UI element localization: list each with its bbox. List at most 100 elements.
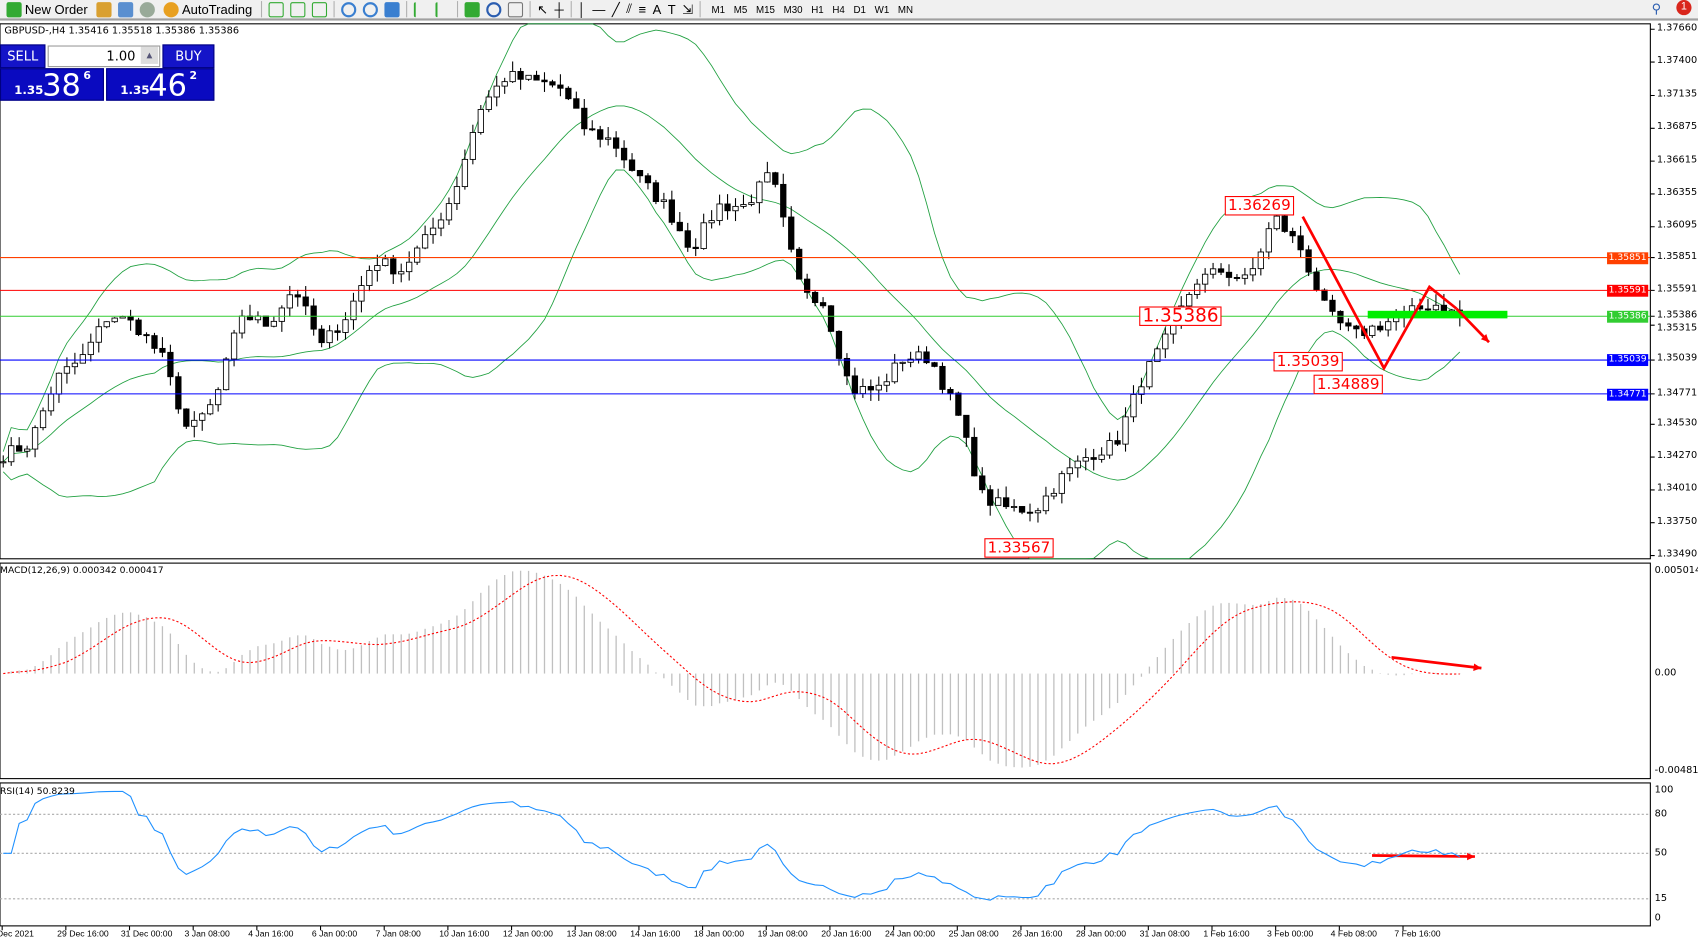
- candle-body: [55, 372, 63, 395]
- price-annotation[interactable]: 1.35039: [1273, 351, 1343, 372]
- line-chart-icon[interactable]: [311, 1, 327, 17]
- candle-body: [215, 389, 222, 406]
- new-order-icon: [6, 1, 22, 17]
- candle-body: [620, 147, 628, 161]
- candle-body: [1154, 348, 1161, 363]
- timeframe-d1[interactable]: D1: [853, 3, 866, 15]
- candle-body: [1050, 492, 1058, 497]
- autotrading-button[interactable]: AutoTrading: [161, 0, 254, 18]
- candle-body: [740, 204, 747, 207]
- volume-up-button[interactable]: ▲: [140, 46, 159, 64]
- candle-body: [1241, 274, 1249, 279]
- tile-windows-icon[interactable]: [384, 1, 400, 17]
- candle-body: [406, 261, 413, 273]
- candle-body: [899, 361, 906, 364]
- candle-body: [183, 408, 190, 427]
- toolbar: New Order AutoTrading ↖ ┼ │ — ╱ ⫽ ≡ A T …: [0, 0, 1698, 21]
- candle-body: [525, 74, 532, 80]
- price-annotation[interactable]: 1.35386: [1139, 306, 1222, 326]
- timeframe-m5[interactable]: M5: [733, 3, 748, 15]
- indicators-icon[interactable]: [464, 1, 480, 17]
- signals-icon[interactable]: [139, 1, 155, 17]
- candle-body: [1305, 249, 1312, 273]
- candle-body: [374, 265, 381, 271]
- candle-body: [1424, 308, 1432, 311]
- candle-body: [453, 186, 461, 205]
- price-annotation[interactable]: 1.33567: [984, 538, 1054, 558]
- buy-button[interactable]: BUY: [162, 44, 215, 69]
- candle-body: [1265, 228, 1272, 253]
- templates-icon[interactable]: [507, 1, 523, 17]
- macd-pane-border: [0, 562, 1651, 780]
- data-window-icon[interactable]: [118, 1, 134, 17]
- candle-body: [700, 222, 707, 250]
- separator: [456, 1, 459, 18]
- arrows-icon[interactable]: ⇲: [682, 1, 694, 17]
- fibonacci-icon[interactable]: ≡: [638, 1, 647, 17]
- volume-input[interactable]: 1.00: [47, 45, 161, 68]
- equidistant-channel-icon[interactable]: ⫽: [626, 1, 633, 17]
- timeframe-m30[interactable]: M30: [783, 3, 803, 15]
- cursor-icon[interactable]: ↖: [537, 1, 548, 17]
- search-icon[interactable]: ⚲: [1651, 1, 1662, 17]
- horizontal-line-icon[interactable]: —: [592, 1, 606, 17]
- level-price-tag: 1.35039: [1607, 354, 1649, 367]
- candle-body: [286, 294, 293, 309]
- candle-body: [788, 216, 795, 250]
- sell-price[interactable]: 1.35 38 6: [0, 67, 104, 103]
- timeframe-mn[interactable]: MN: [897, 3, 914, 15]
- vertical-line-icon[interactable]: │: [577, 1, 586, 17]
- candle-body: [302, 296, 309, 307]
- buy-price[interactable]: 1.35 46 2: [106, 67, 215, 103]
- bar-chart-icon[interactable]: [268, 1, 284, 17]
- price-tick-label: 1.33750: [1656, 516, 1698, 528]
- notification-badge[interactable]: 1: [1676, 0, 1692, 16]
- candle-body: [1138, 386, 1145, 395]
- candle-body: [851, 375, 859, 394]
- chart-shift-icon[interactable]: [413, 1, 429, 17]
- candle-body: [533, 74, 540, 81]
- zoom-in-icon[interactable]: [341, 1, 357, 17]
- price-annotation[interactable]: 1.34889: [1313, 374, 1383, 395]
- text-icon[interactable]: A: [652, 1, 662, 17]
- candle-body: [772, 172, 779, 185]
- autoscroll-icon[interactable]: [435, 1, 450, 17]
- time-tick-label: 1 Feb 16:00: [1203, 929, 1250, 939]
- timeframe-m1[interactable]: M1: [711, 3, 726, 15]
- candle-body: [605, 137, 612, 140]
- market-watch-icon[interactable]: [96, 1, 112, 17]
- candle-body: [955, 392, 962, 416]
- zoom-out-icon[interactable]: [362, 1, 378, 17]
- candle-body: [326, 330, 333, 344]
- candle-body: [1018, 506, 1026, 513]
- bb-upper: [2, 23, 1461, 452]
- candle-body: [931, 362, 938, 367]
- candle-body: [1058, 473, 1065, 494]
- timeframe-w1[interactable]: W1: [874, 3, 890, 15]
- text-label-icon[interactable]: T: [667, 1, 676, 17]
- candlestick-icon[interactable]: [290, 1, 306, 17]
- separator: [570, 1, 572, 18]
- periods-icon[interactable]: [486, 1, 502, 17]
- crosshair-icon[interactable]: ┼: [554, 1, 564, 17]
- candle-body: [804, 278, 811, 293]
- timeframe-h4[interactable]: H4: [832, 3, 845, 15]
- sell-button[interactable]: SELL: [0, 44, 46, 69]
- timeframe-m15[interactable]: M15: [755, 3, 775, 15]
- candle-body: [509, 71, 516, 83]
- price-tick-label: 1.35851: [1656, 251, 1698, 262]
- timeframe-h1[interactable]: H1: [811, 3, 824, 15]
- main-pane-border: [0, 23, 1651, 560]
- candle-body: [127, 316, 134, 321]
- trendline-icon[interactable]: ╱: [611, 1, 620, 17]
- candle-body: [1217, 268, 1225, 273]
- price-annotation[interactable]: 1.36269: [1224, 196, 1294, 216]
- autotrading-icon: [163, 1, 179, 17]
- rsi-axis-label: 50: [1654, 847, 1668, 859]
- candle-body: [429, 227, 437, 236]
- new-order-button[interactable]: New Order: [4, 0, 90, 18]
- candle-body: [1345, 322, 1352, 327]
- macd-axis-label: 0.005014: [1654, 565, 1698, 577]
